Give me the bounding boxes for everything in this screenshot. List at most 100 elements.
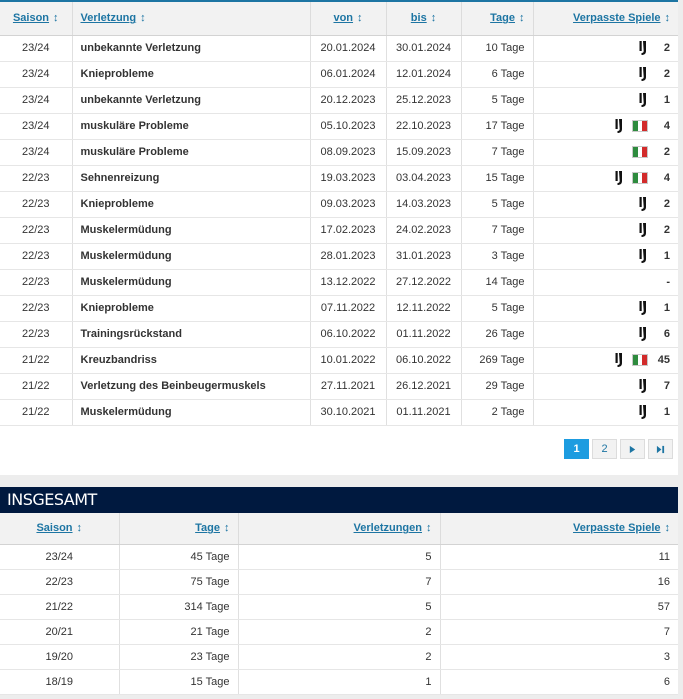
season-cell: 21/22 [0, 373, 73, 400]
page-1-button[interactable]: 1 [564, 439, 589, 459]
flag-stripe [637, 147, 643, 157]
injury-cell: Knieprobleme [72, 61, 311, 88]
summary-panel: Saison ↕ Tage ↕ Verletzungen ↕ Verpasste Sp… [0, 513, 678, 695]
from-date-cell: 20.12.2023 [310, 87, 387, 114]
flag-stripe [642, 147, 648, 157]
summary-days-cell: 314 Tage [119, 594, 239, 620]
juventus-icon[interactable] [637, 300, 648, 316]
sort-until-header[interactable]: bis ↕ [386, 2, 462, 36]
until-date-cell: 27.12.2022 [386, 269, 462, 296]
missed-games-count: 2 [663, 68, 670, 80]
juventus-icon[interactable] [637, 378, 648, 394]
until-date-cell: 25.12.2023 [386, 87, 462, 114]
sort-icon: ↕ [224, 522, 230, 535]
missed-games-wrap: 2 [542, 222, 670, 238]
sort-summary-days-header[interactable]: Tage ↕ [119, 513, 239, 545]
sort-summary-injuries-header[interactable]: Verletzungen ↕ [238, 513, 441, 545]
injury-cell: muskuläre Probleme [72, 139, 311, 166]
season-cell: 23/24 [0, 139, 73, 166]
juventus-icon[interactable] [637, 326, 648, 342]
missed-games-wrap: 4 [542, 170, 670, 186]
missed-games-count: 2 [663, 224, 670, 236]
juventus-icon[interactable] [637, 404, 648, 420]
season-cell: 23/24 [0, 35, 73, 62]
summary-missed-cell: 11 [440, 544, 678, 570]
injury-cell: Muskelermüdung [72, 269, 311, 296]
missed-games-count: 4 [663, 120, 670, 132]
injury-cell: Verletzung des Beinbeugermuskels [72, 373, 311, 400]
sort-icon: ↕ [519, 12, 525, 25]
juventus-icon[interactable] [637, 248, 648, 264]
injury-row: 23/24 unbekannte Verletzung 20.12.2023 25.1… [0, 87, 678, 114]
flag-stripe [633, 355, 638, 365]
until-header-label: bis [410, 12, 427, 25]
juventus-icon[interactable] [613, 118, 624, 134]
summary-days-cell: 75 Tage [119, 569, 239, 595]
italy-flag-icon[interactable] [632, 354, 648, 366]
juventus-icon[interactable] [637, 222, 648, 238]
missed-games-cell: 2 [533, 61, 678, 88]
season-cell: 22/23 [0, 269, 73, 296]
missed-games-cell: 2 [533, 191, 678, 218]
italy-flag-icon[interactable] [632, 120, 648, 132]
days-cell: 269 Tage [461, 347, 534, 374]
days-cell: 2 Tage [461, 399, 534, 426]
juventus-icon[interactable] [613, 170, 624, 186]
last-page-button[interactable] [648, 439, 673, 459]
missed-games-cell: 45 [533, 347, 678, 374]
missed-games-wrap: 6 [542, 326, 670, 342]
last-page-icon [656, 445, 665, 453]
injury-row: 22/23 Muskelermüdung 13.12.2022 27.12.2022 1… [0, 269, 678, 296]
summary-season-cell: 20/21 [0, 619, 120, 645]
missed-games-cell: 7 [533, 373, 678, 400]
summary-row: 21/22 314 Tage 5 57 [0, 594, 678, 620]
next-page-button[interactable] [620, 439, 645, 459]
sort-icon: ↕ [664, 522, 671, 535]
flag-stripe [633, 147, 638, 157]
summary-days-cell: 45 Tage [119, 544, 239, 570]
days-cell: 7 Tage [461, 139, 534, 166]
injury-table-body: 23/24 unbekannte Verletzung 20.01.2024 30.0… [0, 35, 678, 426]
summary-days-label: Tage [195, 522, 220, 535]
summary-injuries-cell: 2 [238, 619, 441, 645]
season-cell: 21/22 [0, 399, 73, 426]
from-date-cell: 19.03.2023 [310, 165, 387, 192]
until-date-cell: 15.09.2023 [386, 139, 462, 166]
italy-flag-icon[interactable] [632, 146, 648, 158]
summary-table-body: 23/24 45 Tage 5 11 22/23 75 Tage 7 16 21/22 314 T… [0, 544, 678, 695]
days-cell: 15 Tage [461, 165, 534, 192]
days-cell: 26 Tage [461, 321, 534, 348]
summary-days-cell: 15 Tage [119, 669, 239, 695]
days-cell: 6 Tage [461, 61, 534, 88]
sort-icon: ↕ [664, 12, 671, 25]
flag-stripe [633, 121, 638, 131]
missed-games-count: 6 [663, 328, 670, 340]
from-date-cell: 28.01.2023 [310, 243, 387, 270]
missed-games-count: 2 [663, 42, 670, 54]
juventus-icon[interactable] [613, 352, 624, 368]
season-cell: 23/24 [0, 113, 73, 140]
sort-summary-season-header[interactable]: Saison ↕ [0, 513, 120, 545]
page-2-button[interactable]: 2 [592, 439, 617, 459]
season-cell: 22/23 [0, 191, 73, 218]
injury-cell: muskuläre Probleme [72, 113, 311, 140]
sort-injury-header[interactable]: Verletzung ↕ [72, 2, 311, 36]
sort-season-header[interactable]: Saison ↕ [0, 2, 73, 36]
next-page-icon [629, 445, 636, 453]
juventus-icon[interactable] [637, 196, 648, 212]
until-date-cell: 14.03.2023 [386, 191, 462, 218]
italy-flag-icon[interactable] [632, 172, 648, 184]
sort-summary-missed-header[interactable]: Verpasste Spiele ↕ [440, 513, 678, 545]
juventus-icon[interactable] [637, 40, 648, 56]
juventus-icon[interactable] [637, 92, 648, 108]
sort-days-header[interactable]: Tage ↕ [461, 2, 534, 36]
summary-missed-cell: 3 [440, 644, 678, 670]
sort-missed-header[interactable]: Verpasste Spiele ↕ [533, 2, 678, 36]
injury-row: 22/23 Muskelermüdung 17.02.2023 24.02.2023 7… [0, 217, 678, 244]
missed-games-wrap: 1 [542, 92, 670, 108]
season-cell: 22/23 [0, 217, 73, 244]
missed-games-count: 7 [663, 380, 670, 392]
sort-from-header[interactable]: von ↕ [310, 2, 387, 36]
missed-games-count: 4 [663, 172, 670, 184]
juventus-icon[interactable] [637, 66, 648, 82]
